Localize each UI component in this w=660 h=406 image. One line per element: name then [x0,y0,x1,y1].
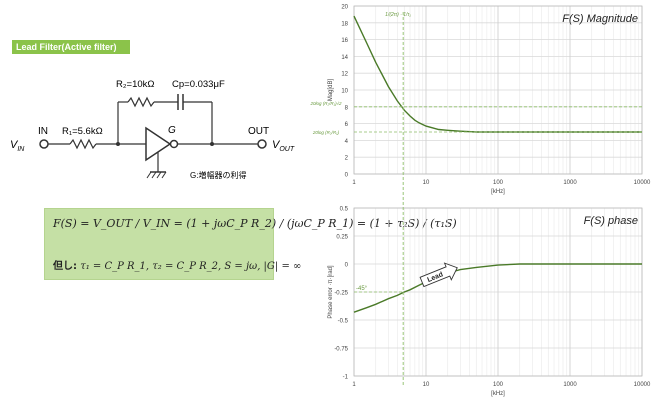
phase-y-tick-label: -1 [343,375,349,381]
transfer-function-box: F(S) = V_OUT / V_IN = (1 + jωC_P R_2) / … [44,208,457,280]
phase-y-tick-label: -0.5 [338,319,349,325]
output-node [210,142,214,146]
mag-y-tick-label: 2 [345,156,349,162]
cp-label: Cp=0.033μF [172,79,225,90]
mag-y-tick-label: 12 [341,72,348,78]
resistor-r2 [127,96,155,108]
phase-y-tick-label: 0.25 [336,235,348,241]
mag-x-tick-label: 100 [493,180,504,186]
inverter-bubble [169,139,179,149]
phase-45-annotation: -45° [356,286,368,292]
mag-y-tick-label: 4 [345,139,349,145]
mag-y-tick-label: 18 [341,21,348,27]
mag-y-tick-label: 16 [341,38,348,44]
mag-3db-annotation: 20log (R₂/R₁)√2 [309,101,342,106]
lead-arrow: Lead [419,262,458,288]
phase-y-tick-label: 0 [345,263,349,269]
r1-label: R₁=5.6kΩ [62,126,103,137]
corner-frequency-annotation: 1/(2π) · 1/τ₁ [385,12,411,18]
mag-plot-frame [353,5,643,175]
filter-title-badge: Lead Filter(Active filter) [12,40,130,54]
variable-definitions: 但し: τ₁ = C_P R_1, τ₂ = C_P R_2, S = jω, … [53,261,302,272]
phase-chart-title: F(S) phase [584,215,638,227]
mag-chart-title: F(S) Magnitude [562,13,638,25]
phase-x-tick-label: 10000 [634,382,651,388]
phase-x-tick-label: 1000 [563,382,577,388]
phase-x-axis-label: [kHz] [491,391,505,397]
mag-y-tick-label: 0 [345,173,349,179]
mag-x-tick-label: 10 [423,180,430,186]
mag-y-tick-label: 6 [345,122,349,128]
phase-y-axis-label: Phase error ·π·[rad] [328,265,334,318]
in-label: IN [38,126,48,137]
mag-y-tick-label: 20 [341,5,348,11]
mag-x-tick-label: 10000 [634,180,651,186]
mag-y-axis-label: Mag[dB] [328,79,334,102]
phase-x-tick-label: 100 [493,382,504,388]
mag-x-tick-label: 1 [352,180,356,186]
r2-label: R₂=10kΩ [116,79,155,90]
resistor-r1 [69,138,97,150]
mag-x-axis-label: [kHz] [491,189,505,195]
mag-y-tick-label: 8 [345,105,349,111]
phase-y-tick-label: -0.75 [334,347,348,353]
vin-label: VIN [10,139,25,153]
gain-note: G:増幅器の利得 [190,170,246,180]
output-terminal [257,139,267,149]
phase-y-tick-label: -0.25 [334,291,348,297]
out-label: OUT [248,126,269,137]
gain-label: G [168,125,176,136]
mag-y-tick-label: 14 [341,55,348,61]
phase-x-tick-label: 10 [423,382,430,388]
vout-label: VOUT [272,139,295,153]
mag-y-tick-label: 10 [341,89,348,95]
mag-plateau-annotation: 20log (R₂/R₁) [312,130,340,135]
phase-y-tick-label: 0.5 [340,207,349,213]
mag-x-tick-label: 1000 [563,180,577,186]
phase-x-tick-label: 1 [352,382,356,388]
lead-arrow-shape [419,262,458,288]
circuit-diagram: IN VIN R₁=5.6kΩ R₂=10kΩ Cp=0.033μF G OUT… [10,79,295,180]
transfer-function-equation: F(S) = V_OUT / V_IN = (1 + jωC_P R_2) / … [53,217,457,230]
